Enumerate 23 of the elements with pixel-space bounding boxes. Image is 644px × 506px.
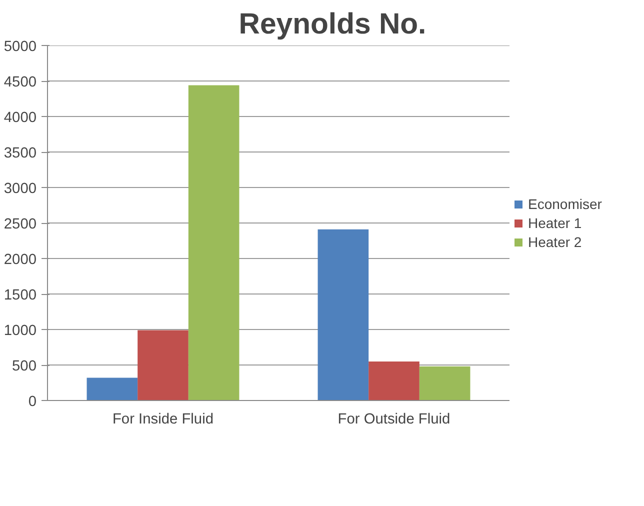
y-tick-label: 4000 xyxy=(4,110,37,126)
y-tick-label: 3000 xyxy=(4,181,37,197)
y-tick-label: 5000 xyxy=(4,39,37,55)
bar xyxy=(86,378,138,400)
y-tick-label: 1500 xyxy=(4,288,37,304)
y-tick-label: 2500 xyxy=(4,216,37,232)
legend-label: Economiser xyxy=(528,196,602,212)
y-tick-label: 3500 xyxy=(4,146,37,162)
y-tick-label: 0 xyxy=(28,394,37,410)
y-tick-label: 1000 xyxy=(4,323,37,339)
x-tick-label: For Inside Fluid xyxy=(112,412,214,428)
bar xyxy=(368,361,420,400)
legend-label: Heater 2 xyxy=(528,234,582,250)
y-tick-label: 500 xyxy=(12,358,37,374)
bar xyxy=(318,229,369,400)
bar xyxy=(138,330,188,400)
y-tick-label: 2000 xyxy=(4,252,37,268)
y-tick-label: 4500 xyxy=(4,74,37,90)
chart-title: Reynolds No. xyxy=(238,8,426,40)
x-tick-label: For Outside Fluid xyxy=(338,412,450,428)
bar xyxy=(419,366,470,400)
legend-label: Heater 1 xyxy=(528,215,582,231)
bar xyxy=(188,85,240,400)
